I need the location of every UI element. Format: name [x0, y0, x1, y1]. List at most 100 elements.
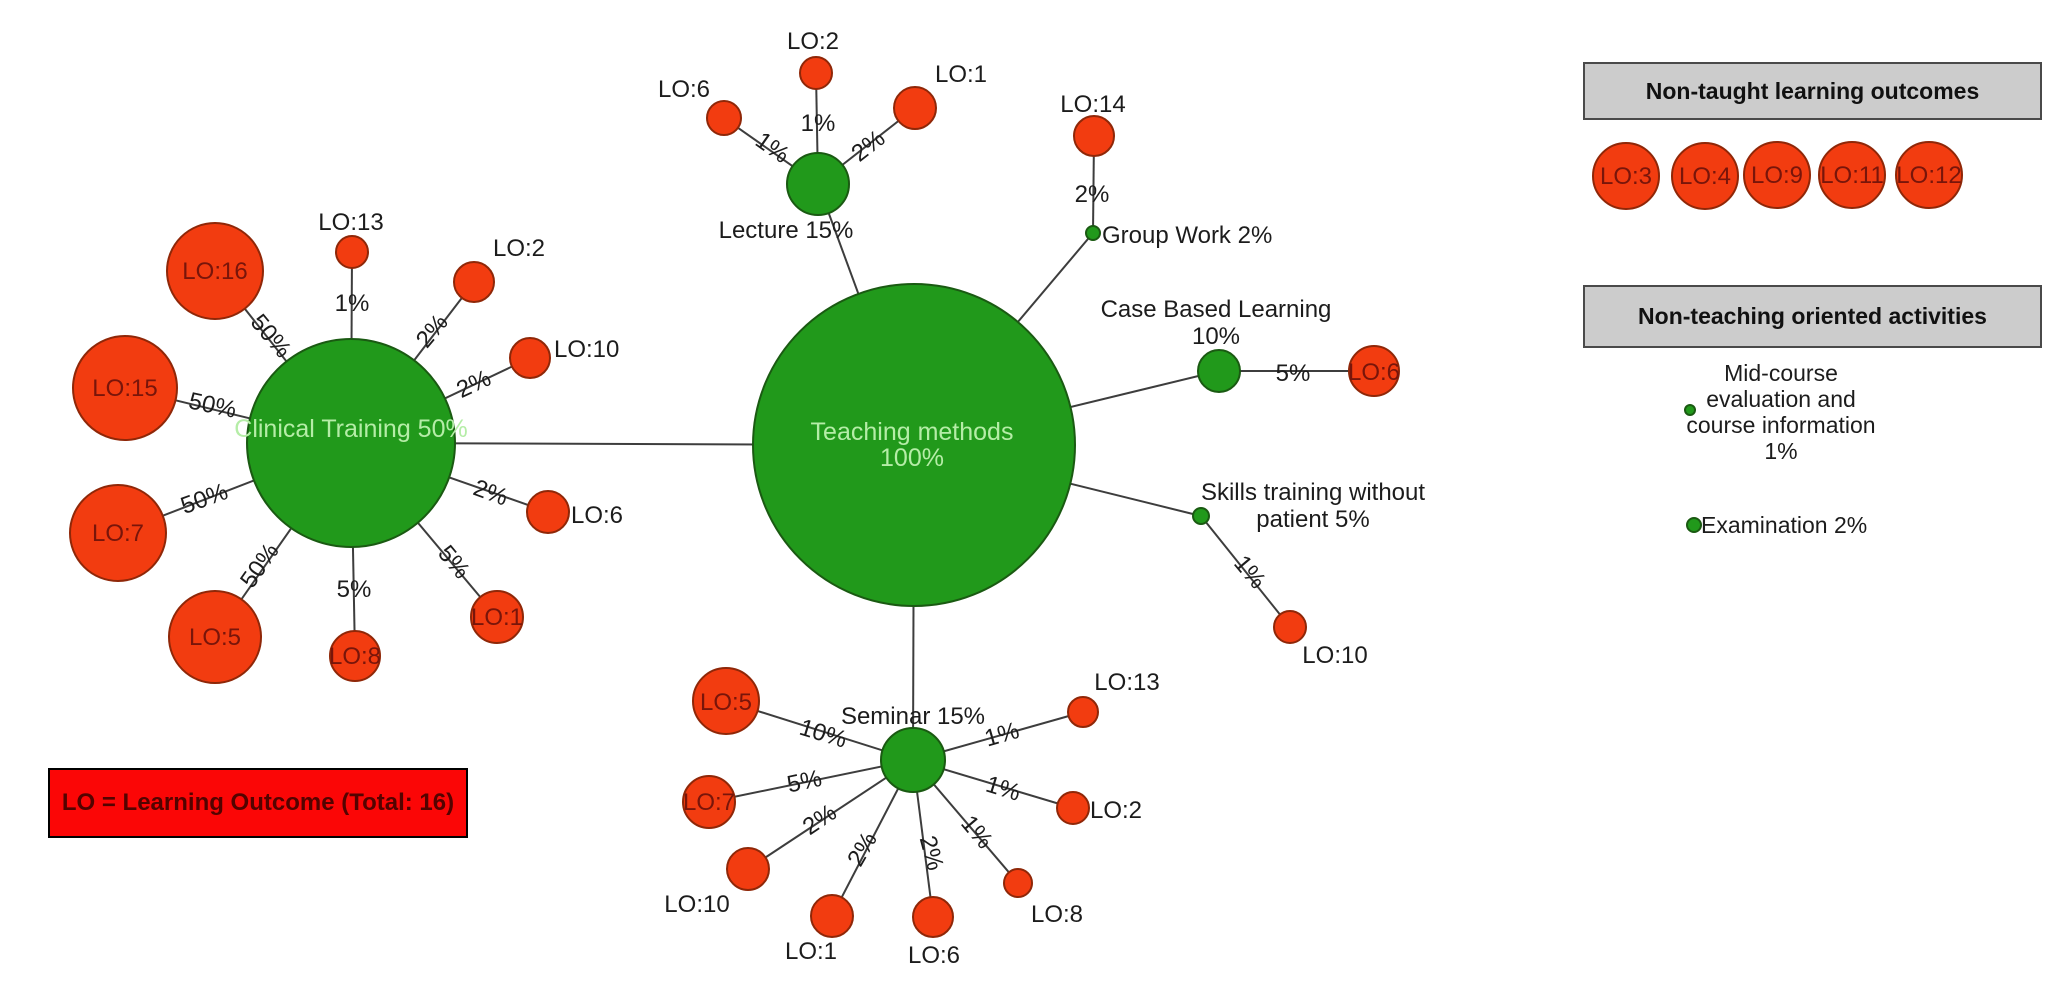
node-lo11-nt: [1818, 141, 1886, 209]
node-label-lo13-sem: LO:13: [1094, 669, 1159, 696]
node-label-exam: Examination 2%: [1701, 512, 1867, 538]
node-lo14: [1073, 115, 1115, 157]
edge-label-clinical-lo15: 50%: [186, 387, 239, 423]
node-label-lo6-cbl: LO:6: [1348, 359, 1400, 386]
edge-label-groupwork-lo14: 2%: [1075, 181, 1110, 208]
node-label-lo9-nt: LO:9: [1751, 162, 1803, 189]
node-lo10-sem: [726, 847, 770, 891]
node-label-lo6-cl: LO:6: [571, 502, 623, 529]
edge-label-cbl-lo6-cbl: 5%: [1276, 360, 1311, 387]
non-teaching-activities-header: Non-teaching oriented activities: [1583, 285, 2042, 348]
node-label-lo1-cl: LO:1: [471, 604, 523, 631]
node-lo2-cl: [453, 261, 495, 303]
node-seminar: [880, 727, 946, 793]
node-lo16: [166, 222, 264, 320]
node-label-lecture: Lecture 15%: [719, 217, 854, 244]
node-lo2-sem: [1056, 791, 1090, 825]
edge-label-clinical-lo13-cl: 1%: [335, 290, 370, 317]
edge-label-clinical-lo8-cl: 5%: [337, 576, 372, 603]
node-label-lo2-sem: LO:2: [1090, 797, 1142, 824]
node-lo15: [72, 335, 178, 441]
node-label-lo6-lec: LO:6: [658, 76, 710, 103]
edge-label-clinical-lo10-cl: 2%: [452, 365, 495, 404]
node-label-lo4-nt: LO:4: [1679, 163, 1731, 190]
node-teaching: [752, 283, 1076, 607]
node-lo5-cl: [168, 590, 262, 684]
node-lo12-nt: [1895, 141, 1963, 209]
node-label-lo2-cl: LO:2: [493, 235, 545, 262]
node-label-lo13-cl: LO:13: [318, 209, 383, 236]
node-label-lo10-cl: LO:10: [554, 336, 619, 363]
node-label-lo8-sem: LO:8: [1031, 901, 1083, 928]
non-taught-outcomes-title: Non-taught learning outcomes: [1645, 77, 1980, 104]
node-label-lo14: LO:14: [1060, 91, 1125, 118]
node-lo5-sem: [692, 667, 760, 735]
node-exam: [1686, 517, 1702, 533]
node-label-lo2-lec: LO:2: [787, 28, 839, 55]
node-label-lo7-sem: LO:7: [683, 789, 735, 816]
edge-label-seminar-lo6-sem: 2%: [914, 833, 949, 873]
node-label-lo16: LO:16: [182, 258, 247, 285]
edge-label-seminar-lo1-sem: 2%: [842, 827, 883, 871]
node-label-lo5-cl: LO:5: [189, 624, 241, 651]
node-lo7-sem: [682, 775, 736, 829]
node-label-lo8-cl: LO:8: [329, 643, 381, 670]
node-lo1-cl: [470, 590, 524, 644]
node-label-lo10-skills: LO:10: [1302, 642, 1367, 669]
node-label-lo12-nt: LO:12: [1896, 162, 1961, 189]
node-label-lo7-cl: LO:7: [92, 520, 144, 547]
node-lo1-lec: [893, 86, 937, 130]
edge-label-seminar-lo13-sem: 1%: [982, 717, 1023, 753]
edge-label-lecture-lo1-lec: 2%: [846, 125, 890, 168]
node-label-lo11-nt: LO:11: [1820, 162, 1884, 189]
node-skills: [1192, 507, 1210, 525]
node-lo6-cl: [526, 490, 570, 534]
node-lo2-lec: [799, 56, 833, 90]
node-lo6-sem: [912, 896, 954, 938]
node-label-lo3-nt: LO:3: [1600, 163, 1652, 190]
node-lo13-cl: [335, 235, 369, 269]
node-label-skills: Skills training without patient 5%: [1201, 479, 1425, 533]
node-lo13-sem: [1067, 696, 1099, 728]
node-clinical: [246, 338, 456, 548]
node-label-teaching: Teaching methods 100%: [811, 418, 1014, 472]
node-lo6-lec: [706, 100, 742, 136]
edge-label-seminar-lo2-sem: 1%: [983, 771, 1024, 807]
node-lo10-skills: [1273, 610, 1307, 644]
node-lo9-nt: [1743, 141, 1811, 209]
node-lo1-sem: [810, 894, 854, 938]
edge-label-seminar-lo10-sem: 2%: [798, 799, 842, 841]
edge-label-seminar-lo7-sem: 5%: [785, 765, 825, 799]
legend-text: LO = Learning Outcome (Total: 16): [61, 789, 455, 816]
node-label-seminar: Seminar 15%: [841, 703, 985, 730]
node-lo4-nt: [1671, 142, 1739, 210]
edge-label-clinical-lo6-cl: 2%: [470, 474, 512, 511]
non-taught-outcomes-header: Non-taught learning outcomes: [1583, 62, 2042, 120]
node-label-lo6-sem: LO:6: [908, 942, 960, 969]
non-teaching-activities-title: Non-teaching oriented activities: [1638, 303, 1987, 329]
node-label-lo10-sem: LO:10: [664, 891, 729, 918]
node-label-groupwork: Group Work 2%: [1102, 222, 1272, 249]
node-label-lo1-lec: LO:1: [935, 61, 987, 88]
node-label-lo1-sem: LO:1: [785, 938, 837, 965]
node-lo8-cl: [329, 630, 381, 682]
node-lo10-cl: [509, 337, 551, 379]
node-lo7-cl: [69, 484, 167, 582]
node-lecture: [786, 152, 850, 216]
node-groupwork: [1085, 225, 1101, 241]
edge-label-clinical-lo7-cl: 50%: [177, 478, 231, 520]
node-cbl: [1197, 349, 1241, 393]
edge-skills-lo10-skills: [1200, 515, 1291, 628]
node-midcourse: [1684, 404, 1696, 416]
node-label-lo15: LO:15: [92, 375, 157, 402]
node-lo8-sem: [1003, 868, 1033, 898]
node-lo3-nt: [1592, 142, 1660, 210]
legend-box: LO = Learning Outcome (Total: 16): [48, 768, 468, 838]
node-label-lo5-sem: LO:5: [700, 689, 752, 716]
node-label-midcourse: Mid-course evaluation and course informati…: [1686, 360, 1875, 464]
node-label-clinical: Clinical Training 50%: [234, 415, 467, 443]
edge-seminar-lo7-sem: [708, 759, 914, 803]
edge-label-lecture-lo2-lec: 1%: [801, 110, 836, 137]
